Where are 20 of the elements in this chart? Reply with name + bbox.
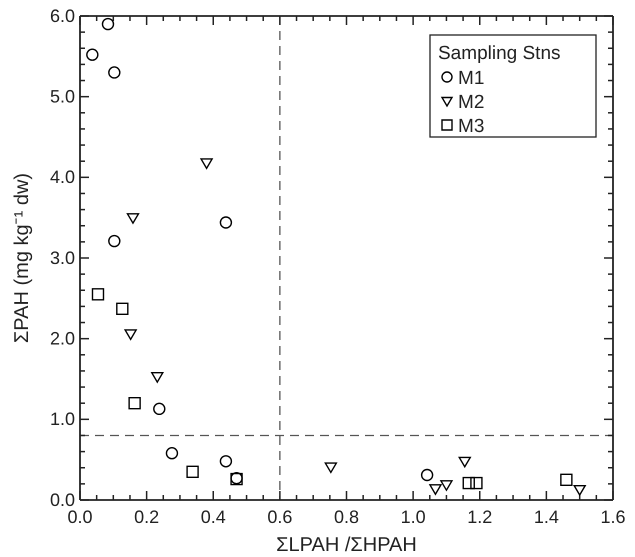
x-tick-label: 1.2 — [467, 506, 492, 527]
legend-label: M1 — [458, 68, 484, 89]
y-tick-label: 5.0 — [50, 86, 75, 106]
y-tick-label: 6.0 — [50, 6, 75, 26]
x-tick-label: 0.6 — [267, 506, 292, 527]
y-tick-label: 3.0 — [50, 248, 75, 268]
x-tick-label: 1.6 — [600, 506, 626, 527]
legend-label: M3 — [458, 116, 484, 137]
y-tick-label: 2.0 — [50, 328, 75, 348]
x-tick-label: 1.4 — [534, 506, 559, 527]
x-tick-label: 0.4 — [200, 506, 226, 527]
y-axis-title: ΣPAH (mg kg⁻¹ dw) — [11, 172, 33, 344]
x-tick-label: 0.2 — [134, 506, 160, 527]
x-axis-title: ΣLPAH /ΣHPAH — [276, 534, 417, 556]
legend-label: M2 — [458, 92, 484, 113]
y-tick-label: 4.0 — [50, 167, 75, 188]
x-tick-label: 0.8 — [334, 506, 360, 527]
legend-title: Sampling Stns — [438, 43, 561, 64]
y-tick-label: 1.0 — [50, 409, 75, 430]
x-tick-label: 1.0 — [400, 506, 426, 527]
